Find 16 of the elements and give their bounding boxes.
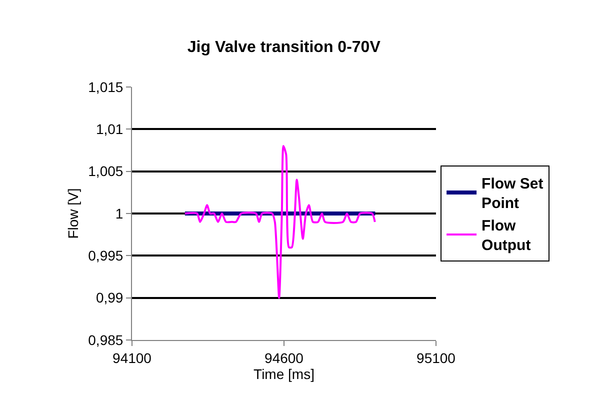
x-tick-label: 94600 bbox=[264, 350, 304, 366]
y-tick-label: 1,015 bbox=[88, 78, 124, 95]
legend-label: Flow Set Point bbox=[482, 176, 544, 212]
x-tick-label: 95100 bbox=[416, 350, 456, 366]
y-tick-label: 0,99 bbox=[96, 290, 124, 306]
line-series bbox=[184, 145, 376, 299]
y-tick-label: 0,995 bbox=[88, 248, 124, 264]
x-axis-title: Time [ms] bbox=[254, 366, 314, 382]
y-tick-label: 1,005 bbox=[88, 163, 124, 180]
y-tick-label: 1,01 bbox=[96, 121, 124, 138]
legend-label: Flow Output bbox=[482, 218, 531, 254]
y-axis-title: Flow [V] bbox=[64, 188, 81, 239]
y-tick-label: 0,985 bbox=[88, 332, 124, 348]
y-tick-label: 1 bbox=[115, 205, 124, 222]
x-tick-label: 94100 bbox=[112, 350, 152, 366]
chart-title: Jig Valve transition 0-70V bbox=[187, 38, 381, 56]
